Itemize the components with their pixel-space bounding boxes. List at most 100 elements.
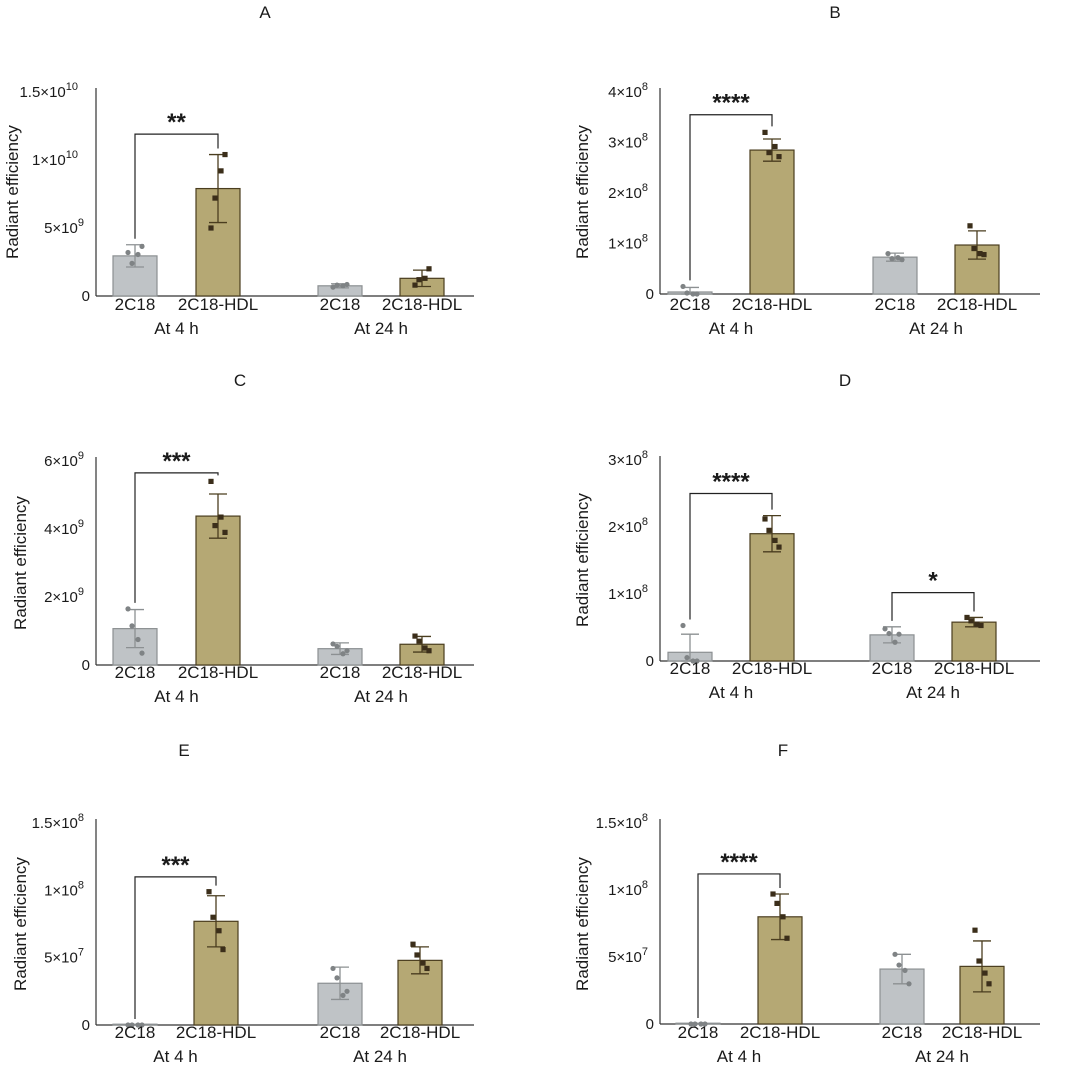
bar	[675, 1022, 721, 1025]
category-label: 2C18	[670, 295, 711, 314]
data-point	[125, 606, 131, 612]
group-label: At 24 h	[354, 319, 408, 338]
data-point	[889, 256, 895, 262]
data-point	[344, 988, 350, 994]
significance-bracket	[689, 492, 773, 620]
category-label: 2C18	[872, 659, 913, 678]
data-point	[882, 626, 888, 632]
group-label: At 4 h	[709, 319, 753, 338]
data-point	[330, 284, 336, 290]
group-label: At 4 h	[153, 1047, 197, 1066]
data-point	[690, 291, 696, 297]
data-point	[977, 251, 983, 257]
y-tick-label: 3×108	[608, 449, 648, 469]
y-tick-label: 1.5×1010	[19, 81, 78, 101]
category-label: 2C18-HDL	[178, 295, 258, 314]
data-point	[780, 914, 786, 920]
panel-title: E	[178, 741, 189, 760]
data-point	[986, 981, 992, 987]
data-point	[885, 251, 891, 257]
bar	[112, 1023, 158, 1026]
data-point	[139, 243, 145, 249]
data-point	[981, 252, 987, 258]
panel-title: D	[839, 371, 851, 390]
category-label: 2C18	[115, 295, 156, 314]
data-point	[762, 129, 768, 135]
data-point	[772, 143, 778, 150]
data-point	[774, 900, 780, 906]
y-tick-label: 6×109	[44, 450, 84, 470]
significance-stars: ***	[161, 852, 190, 879]
data-point	[208, 478, 214, 484]
data-point	[416, 277, 422, 283]
data-point	[340, 992, 346, 998]
data-point	[135, 636, 141, 643]
data-point	[776, 544, 782, 550]
significance-stars: ****	[712, 90, 750, 117]
data-point	[982, 970, 988, 976]
data-point	[967, 223, 973, 229]
data-point	[334, 643, 340, 649]
data-point	[896, 631, 902, 637]
significance-bracket	[697, 873, 781, 1018]
category-label: 2C18-HDL	[732, 659, 812, 678]
y-tick-label: 1×108	[44, 879, 84, 899]
group-label: At 24 h	[906, 683, 960, 702]
data-point	[972, 927, 978, 933]
significance-bracket	[134, 876, 217, 1019]
data-point	[762, 516, 768, 522]
data-point	[218, 168, 224, 174]
category-label: 2C18-HDL	[942, 1023, 1022, 1042]
y-axis-label: Radiant efficiency	[11, 496, 30, 630]
data-point	[330, 641, 336, 647]
data-point	[129, 260, 135, 266]
group-label: At 4 h	[709, 683, 753, 702]
y-tick-label: 4×109	[44, 518, 84, 538]
bar	[879, 968, 925, 1025]
y-axis-label: Radiant efficiency	[573, 857, 592, 991]
data-point	[680, 283, 686, 290]
category-label: 2C18	[875, 295, 916, 314]
data-point	[694, 658, 700, 664]
data-point	[212, 523, 218, 529]
data-point	[895, 255, 901, 261]
data-point	[776, 154, 782, 160]
panel-b: B Radiant efficiency 0 1×108 2×108 3×108 4×108…	[573, 3, 1040, 338]
data-point	[702, 1021, 708, 1027]
significance-stars: ****	[720, 849, 758, 876]
bar	[195, 515, 241, 666]
group-label: At 24 h	[353, 1047, 407, 1066]
data-point	[684, 655, 690, 661]
data-point	[208, 225, 214, 231]
bar	[872, 256, 918, 295]
data-point	[125, 249, 131, 256]
data-point	[218, 514, 224, 520]
data-point	[902, 967, 908, 974]
y-tick-label: 3×108	[608, 132, 648, 152]
data-point	[892, 951, 898, 957]
panel-f: F Radiant efficiency 0 5×107 1×108 1.5×108 At …	[573, 741, 1040, 1066]
y-tick-label: 2×108	[608, 182, 648, 202]
data-point	[139, 650, 145, 656]
category-label: 2C18-HDL	[732, 295, 812, 314]
data-point	[426, 266, 432, 272]
group-label: At 4 h	[154, 319, 198, 338]
group-label: At 4 h	[717, 1047, 761, 1066]
significance-bracket	[891, 592, 975, 621]
data-point	[222, 529, 228, 535]
panel-title: F	[778, 741, 788, 760]
panel-a: A Radiant efficiency 0 5×109 1×1010 1.5×1010 A…	[3, 3, 474, 338]
data-point	[766, 527, 772, 533]
data-point	[964, 614, 970, 621]
y-tick-label: 5×109	[44, 217, 84, 237]
data-point	[420, 960, 426, 966]
significance-stars: ****	[712, 469, 750, 496]
data-point	[334, 282, 340, 288]
data-point	[330, 965, 336, 972]
bar	[195, 187, 241, 297]
y-axis-label: Radiant efficiency	[11, 857, 30, 991]
data-point	[770, 891, 776, 897]
data-point	[414, 952, 420, 958]
bar	[951, 621, 997, 662]
